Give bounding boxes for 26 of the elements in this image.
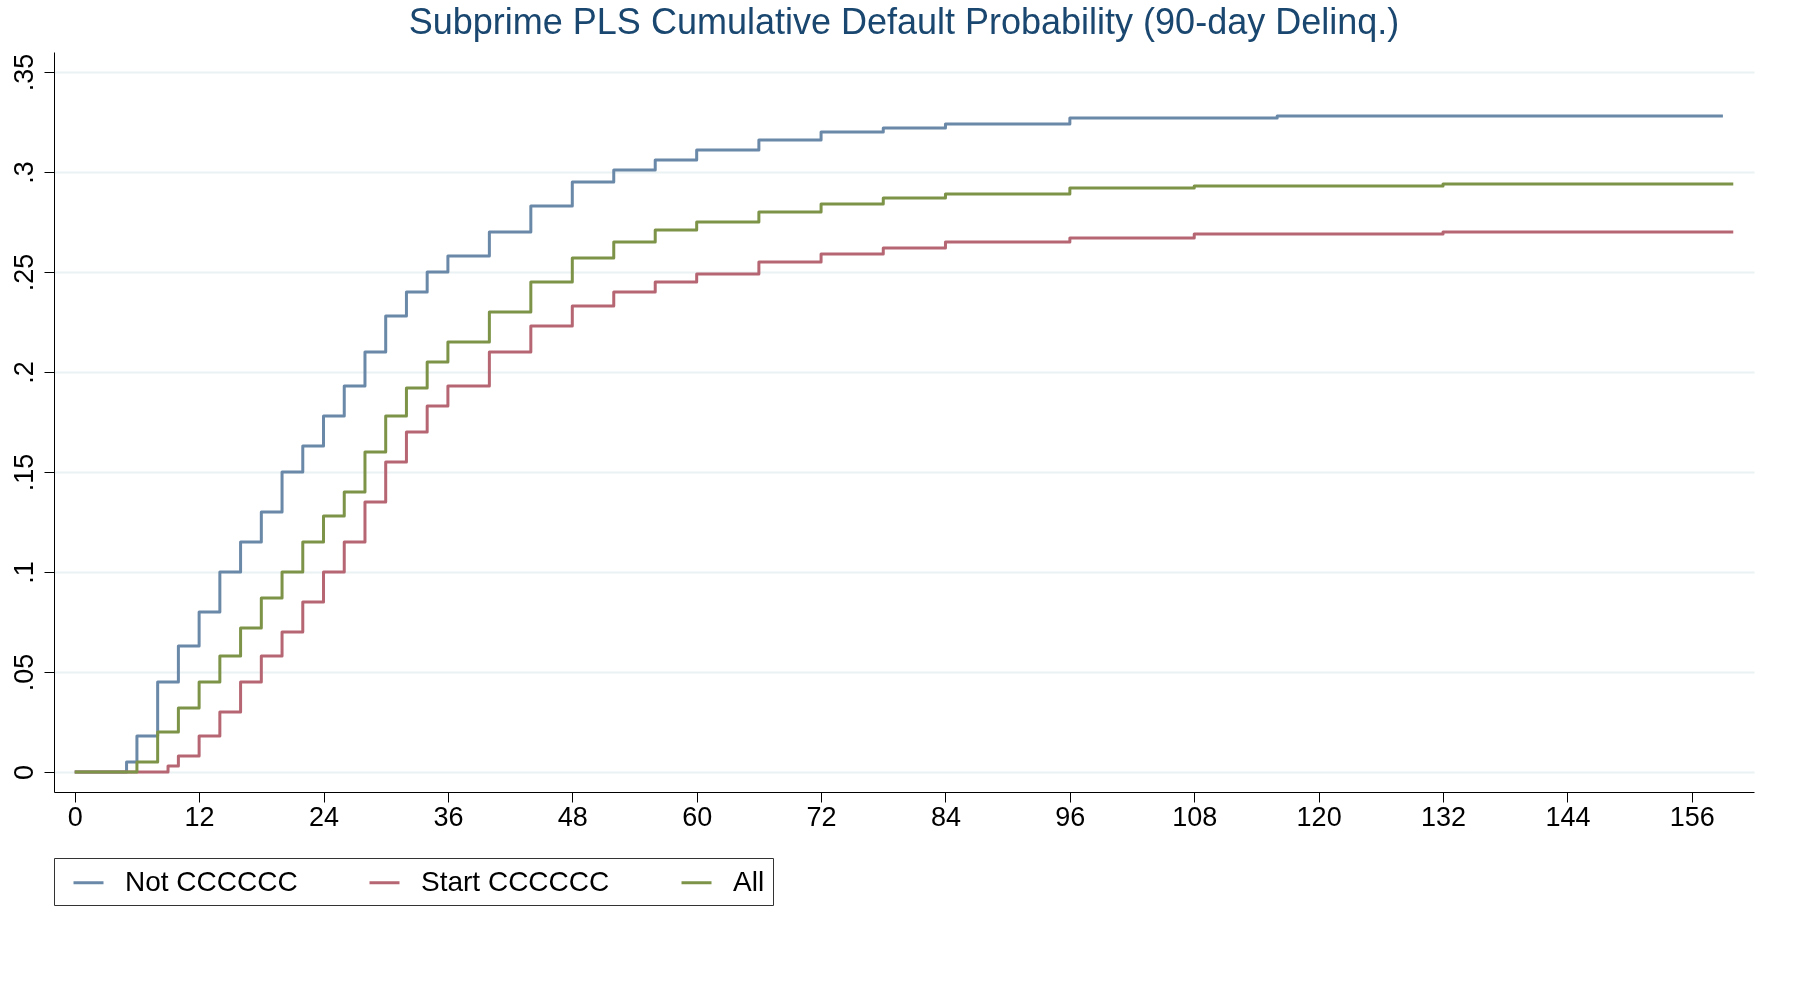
x-tick-label: 120 — [1296, 801, 1342, 832]
x-tick-label: 24 — [308, 801, 340, 832]
legend-label: Not CCCCCC — [125, 865, 298, 897]
y-tick-label: .2 — [8, 361, 39, 384]
x-tick-label: 72 — [806, 801, 837, 832]
x-tick-label: 144 — [1545, 801, 1591, 832]
y-tick-label: .1 — [8, 561, 39, 584]
x-tick-label: 48 — [557, 801, 588, 832]
y-tick-label: 0 — [8, 764, 39, 781]
x-tick-label: 108 — [1172, 801, 1218, 832]
y-tick-label: .35 — [8, 53, 39, 92]
x-tick-label: 156 — [1669, 801, 1715, 832]
x-tick-label: 60 — [682, 801, 713, 832]
chart-title: Subprime PLS Cumulative Default Probability (90-day Delinq.) — [408, 1, 1400, 42]
x-tick-label: 12 — [184, 801, 215, 832]
y-tick-label: .25 — [8, 253, 39, 292]
x-tick-label: 96 — [1055, 801, 1086, 832]
y-tick-label: .15 — [8, 453, 39, 492]
x-tick-label: 0 — [67, 801, 83, 832]
legend-label: All — [733, 865, 765, 897]
legend-label: Start CCCCCC — [421, 865, 610, 897]
y-tick-label: .05 — [8, 653, 39, 692]
x-tick-label: 36 — [433, 801, 464, 832]
y-tick-label: .3 — [8, 161, 39, 184]
x-tick-label: 84 — [930, 801, 961, 832]
x-tick-label: 132 — [1420, 801, 1467, 832]
